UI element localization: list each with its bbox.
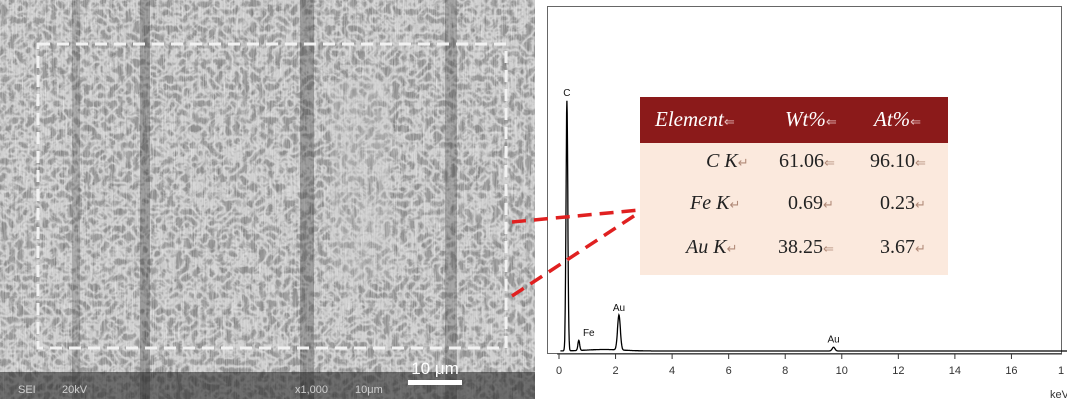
table-header-element: Element⇐ — [655, 107, 735, 131]
sem-footer-text: x1,000 — [295, 384, 328, 396]
x-tick-label: 0 — [556, 365, 562, 377]
x-tick-label: 12 — [892, 365, 904, 377]
x-tick-label: 1 — [1058, 365, 1064, 377]
x-tick-label: 10 — [836, 365, 848, 377]
peak-label: Au — [827, 334, 839, 345]
x-tick-label: 2 — [612, 365, 618, 377]
table-cell-element: Fe K↵ — [690, 192, 741, 214]
peak-label: Fe — [583, 328, 595, 339]
table-cell-wt: 38.25⇐ — [778, 236, 834, 258]
peak-label: C — [563, 88, 570, 99]
spectrum-line — [560, 100, 1067, 352]
table-cell-at: 0.23↵ — [880, 192, 926, 214]
connector-line-top — [511, 208, 641, 224]
table-cell-wt: 0.69↵ — [788, 192, 834, 214]
x-tick-label: 4 — [669, 365, 675, 377]
table-header-row — [640, 97, 948, 143]
spectrum-plot: 0 2 4 6 8 10 12 14 16 1 C Fe Au Au keV — [556, 88, 1067, 399]
table-header-wt: Wt%⇐ — [785, 107, 837, 131]
x-tick-label: 6 — [726, 365, 732, 377]
roi-box — [36, 42, 508, 350]
connector-line-bottom — [511, 210, 641, 298]
x-tick-label: 14 — [949, 365, 961, 377]
sem-footer-text: SEI — [18, 384, 36, 396]
x-tick-label: 16 — [1005, 365, 1017, 377]
table-cell-wt: 61.06⇐ — [779, 150, 835, 172]
x-tick-label: 8 — [782, 365, 788, 377]
table-header-at: At%⇐ — [874, 107, 922, 131]
scale-bar-label: 10 μm — [411, 359, 459, 378]
table-cell-at: 3.67↵ — [880, 236, 926, 258]
sem-micrograph: 10 μm SEI 20kV x1,000 10μm — [0, 0, 535, 399]
table-cell-element: C K↵ — [706, 150, 749, 172]
table-cell-at: 96.10⇐ — [870, 150, 926, 172]
x-axis-label: keV — [1050, 389, 1067, 399]
scale-bar — [408, 380, 462, 385]
table-body — [640, 143, 948, 275]
sem-image: 10 μm SEI 20kV x1,000 10μm — [0, 0, 535, 399]
sem-footer-text: 20kV — [62, 384, 88, 396]
table-cell-element: Au K↵ — [686, 236, 738, 258]
sem-footer-text: 10μm — [355, 384, 383, 396]
peak-label: Au — [613, 303, 625, 314]
